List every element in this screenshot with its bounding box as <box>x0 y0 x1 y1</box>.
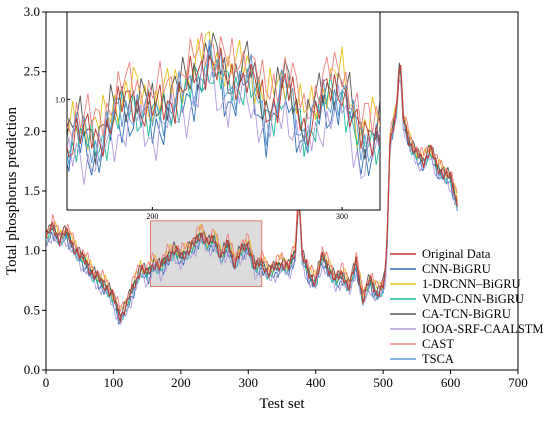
legend: Original DataCNN-BiGRU1-DRCNN–BiGRUVMD-C… <box>390 247 544 366</box>
legend-label-1: CNN-BiGRU <box>422 262 491 276</box>
inset-line-0 <box>67 47 380 158</box>
legend-label-6: CAST <box>422 337 454 351</box>
y-tick-label: 2.0 <box>24 123 40 138</box>
y-tick-label: 1.0 <box>24 243 40 258</box>
x-tick-label: 100 <box>104 375 124 390</box>
y-tick-label: 1.5 <box>24 183 40 198</box>
zoom-region-box <box>150 220 263 287</box>
x-axis-title: Test set <box>259 396 305 412</box>
x-tick-label: 500 <box>373 375 393 390</box>
x-tick-label: 600 <box>441 375 461 390</box>
y-tick-label: 0.5 <box>24 302 40 317</box>
inset-line-7 <box>67 39 380 165</box>
x-tick-label: 0 <box>43 375 50 390</box>
x-tick-label: 400 <box>306 375 326 390</box>
inset-x-tick-label: 300 <box>336 212 348 221</box>
x-tick-label: 700 <box>508 375 528 390</box>
legend-label-5: IOOA-SRF-CAALSTM <box>422 322 544 336</box>
x-tick-label: 200 <box>171 375 191 390</box>
legend-label-4: CA-TCN-BiGRU <box>422 307 511 321</box>
y-tick-label: 3.0 <box>24 4 40 19</box>
y-axis-title: Total phosphorus prediction <box>4 106 20 275</box>
x-tick-label: 300 <box>239 375 259 390</box>
legend-label-2: 1-DRCNN–BiGRU <box>422 277 521 291</box>
series-lines <box>46 62 458 326</box>
inset-x-tick-label: 200 <box>146 212 158 221</box>
inset-line-5 <box>67 64 380 185</box>
plot-area: 200 300 1.0 0 100 200 300 400 500 600 700 0.0 0.5 1.0… <box>24 4 544 390</box>
legend-label-3: VMD-CNN-BiGRU <box>422 292 524 306</box>
series-line-0 <box>46 64 458 322</box>
inset-lines <box>67 30 380 185</box>
legend-label-7: TSCA <box>422 352 454 366</box>
legend-label-0: Original Data <box>422 247 491 261</box>
inset-y-tick-label: 1.0 <box>55 95 65 104</box>
y-tick-label: 0.0 <box>24 362 40 377</box>
y-tick-label: 2.5 <box>24 64 40 79</box>
